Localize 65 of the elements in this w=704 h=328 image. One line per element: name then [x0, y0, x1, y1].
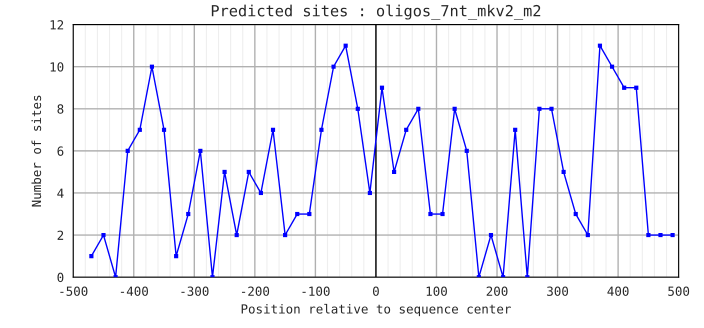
- point: [331, 64, 336, 69]
- x-tick-label: -100: [302, 286, 330, 296]
- y-tick-label: 2: [58, 230, 64, 240]
- x-axis-title: Position relative to sequence center: [242, 304, 511, 316]
- point: [222, 170, 227, 174]
- point: [356, 106, 360, 111]
- point: [464, 148, 469, 153]
- y-tick-label: 4: [57, 188, 64, 198]
- point: [549, 106, 554, 111]
- point: [101, 232, 106, 238]
- point: [416, 106, 420, 111]
- x-tick-label: -500: [60, 286, 88, 296]
- point: [610, 64, 614, 69]
- point: [598, 44, 602, 48]
- point: [368, 190, 372, 196]
- point: [392, 170, 396, 174]
- point: [162, 128, 166, 132]
- y-tick-label: 0: [57, 272, 64, 282]
- point: [246, 170, 251, 174]
- point: [126, 148, 130, 153]
- point: [452, 106, 457, 111]
- y-tick-label: 12: [50, 20, 64, 30]
- point: [198, 148, 202, 153]
- point: [428, 212, 433, 216]
- point: [319, 128, 324, 132]
- point: [622, 86, 626, 90]
- y-tick-label: 6: [57, 146, 64, 156]
- point: [646, 232, 650, 238]
- point: [174, 254, 178, 258]
- point: [488, 232, 494, 238]
- point: [586, 232, 590, 238]
- point: [562, 170, 566, 174]
- point: [258, 190, 263, 196]
- point: [440, 212, 445, 216]
- x-tick-label: 200: [486, 286, 508, 296]
- point: [537, 106, 542, 111]
- point: [89, 254, 94, 258]
- point: [138, 128, 142, 132]
- x-tick-label: 300: [547, 286, 568, 296]
- point: [186, 212, 190, 216]
- point: [574, 212, 578, 216]
- x-tick-label: -200: [242, 286, 270, 296]
- point: [670, 232, 675, 238]
- point: [307, 212, 312, 216]
- point: [283, 232, 288, 238]
- point: [295, 212, 300, 216]
- point: [658, 232, 663, 238]
- chart-title: Predicted sites : oligos_7nt_mkv2_m2: [212, 4, 540, 20]
- y-axis-title: Number of sites: [31, 96, 42, 206]
- x-tick-label: -400: [120, 286, 148, 296]
- point: [513, 128, 518, 132]
- x-tick-label: 0: [372, 286, 379, 296]
- x-tick-label: 100: [426, 286, 447, 296]
- x-tick-label: 400: [607, 286, 629, 296]
- point: [234, 232, 239, 238]
- x-tick-label: -300: [181, 286, 209, 296]
- point: [634, 86, 638, 90]
- point: [270, 128, 276, 132]
- x-tick-label: 500: [668, 286, 690, 296]
- y-tick-label: 10: [50, 62, 64, 72]
- point: [150, 64, 154, 69]
- y-tick-label: 8: [57, 104, 64, 114]
- point: [380, 86, 384, 90]
- point: [404, 128, 408, 132]
- point: [344, 44, 348, 48]
